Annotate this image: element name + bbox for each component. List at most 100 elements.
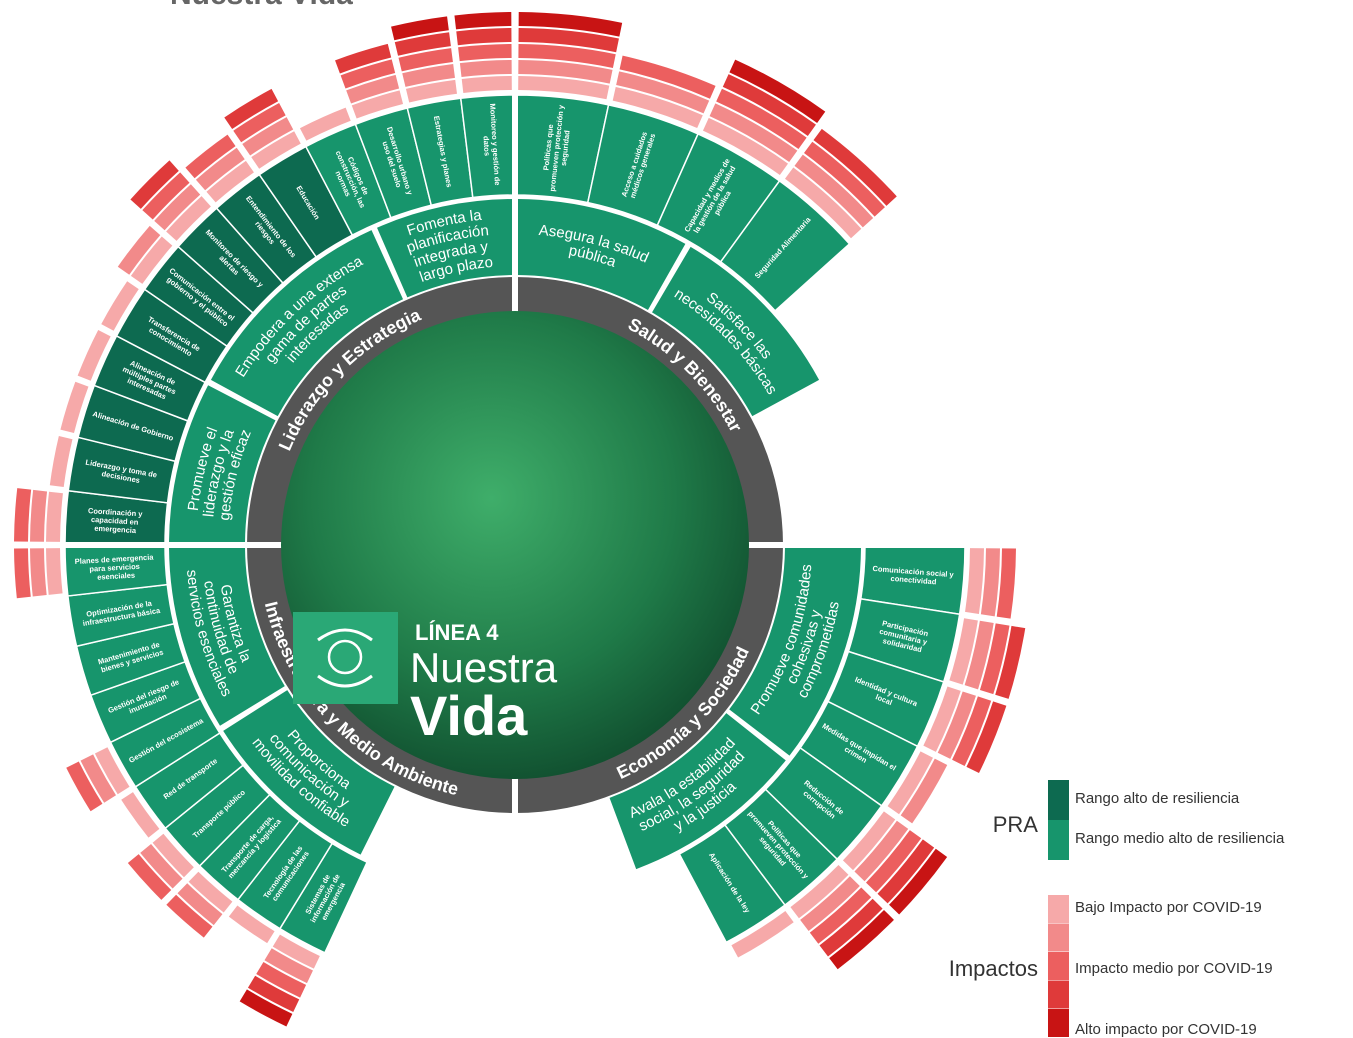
impact-band (402, 63, 455, 87)
impact-bands (14, 548, 63, 599)
logo-hands (317, 628, 373, 688)
impact-band (117, 225, 161, 275)
impact-band (716, 88, 807, 150)
impact-band (405, 79, 458, 103)
impact-band (995, 625, 1026, 699)
impact-bands (121, 792, 160, 838)
impact-bands (454, 12, 512, 93)
impact-band (166, 196, 211, 241)
impact-band (458, 44, 512, 62)
center-subtitle: Vida (410, 684, 528, 747)
impact-bands (101, 281, 139, 331)
impact-bands (923, 686, 1007, 774)
impact-band (46, 548, 63, 595)
impact-band (456, 28, 512, 46)
impact-band (722, 74, 816, 137)
impact-band (14, 548, 31, 599)
impact-band (709, 103, 798, 163)
impact-band (842, 811, 896, 871)
subcategory-label: Planes de emergencia para servicios esen… (75, 552, 157, 583)
impact-band (251, 131, 301, 169)
impact-band (185, 134, 236, 179)
impact-band (731, 910, 794, 958)
impact-bands (518, 12, 623, 100)
impact-band (785, 167, 862, 239)
impact-band (877, 839, 935, 904)
impact-band (398, 48, 453, 72)
impact-band (518, 28, 619, 53)
impact-bands (949, 618, 1026, 699)
goal-cell (210, 230, 404, 417)
impact-band (887, 751, 933, 815)
impact-band (60, 381, 89, 434)
impact-bands (60, 381, 89, 434)
impact-bands (612, 55, 716, 129)
impact-bands (790, 864, 894, 970)
legend-swatch (1048, 780, 1069, 820)
impact-band (937, 691, 976, 759)
impact-band (619, 55, 716, 99)
impact-bands (77, 329, 111, 381)
impact-bands (299, 107, 351, 141)
impact-band (130, 236, 173, 284)
page-title: Nuestra Vida (170, 0, 353, 11)
impact-band (923, 686, 961, 752)
impact-band (224, 88, 279, 130)
impact-bands (66, 747, 130, 812)
impact-bands (731, 910, 794, 958)
center-line: LÍNEA 4 (415, 620, 499, 645)
legend-swatch (1048, 923, 1069, 952)
impact-band (239, 989, 293, 1027)
impact-bands (130, 160, 211, 241)
impact-band (461, 76, 512, 93)
goal-cell (377, 199, 513, 298)
impact-band (803, 141, 885, 217)
goal-cell (169, 385, 276, 543)
impact-bands (49, 435, 73, 488)
impact-band (809, 887, 872, 944)
impact-band (980, 548, 1000, 617)
impact-bands (335, 43, 404, 119)
impact-band (800, 876, 860, 932)
impact-bands (239, 934, 320, 1027)
legend-label: Rango medio alto de resiliencia (1075, 830, 1285, 847)
goal-cell (609, 713, 786, 870)
impact-band (865, 830, 922, 893)
impact-band (80, 754, 117, 803)
legend-title: Impactos (949, 956, 1038, 981)
impact-bands (842, 811, 948, 915)
subcategory-label: Políticas que promueven protección y seg… (539, 101, 574, 192)
legend-label: Impacto medio por COVID-19 (1075, 960, 1273, 977)
impact-band (188, 871, 233, 913)
legend-label: Rango alto de resiliencia (1075, 790, 1240, 807)
impact-band (140, 843, 183, 889)
impact-band (94, 747, 130, 795)
legend-swatch (1048, 895, 1069, 923)
goal-cell (223, 690, 395, 855)
impact-band (206, 160, 254, 203)
impact-band (965, 548, 984, 614)
impact-band (813, 128, 897, 206)
impact-band (177, 883, 223, 926)
impact-band (819, 898, 883, 957)
center-title: Nuestra (410, 644, 558, 691)
impact-band (900, 758, 948, 824)
dimension-ring (247, 277, 515, 545)
impact-band (702, 117, 789, 176)
impact-band (154, 184, 201, 231)
impact-band (66, 761, 103, 812)
impact-band (889, 848, 948, 915)
impact-band (152, 833, 194, 878)
impact-bands (224, 88, 301, 169)
impact-bands (166, 871, 233, 938)
impact-band (518, 12, 623, 37)
legend-label: Bajo Impacto por COVID-19 (1075, 899, 1262, 916)
impact-band (299, 107, 351, 141)
impact-band (949, 618, 978, 685)
impact-band (729, 59, 826, 124)
impact-bands (887, 751, 948, 824)
impact-bands (965, 548, 1016, 619)
impact-band (242, 117, 294, 156)
legend-swatch (1048, 980, 1069, 1009)
